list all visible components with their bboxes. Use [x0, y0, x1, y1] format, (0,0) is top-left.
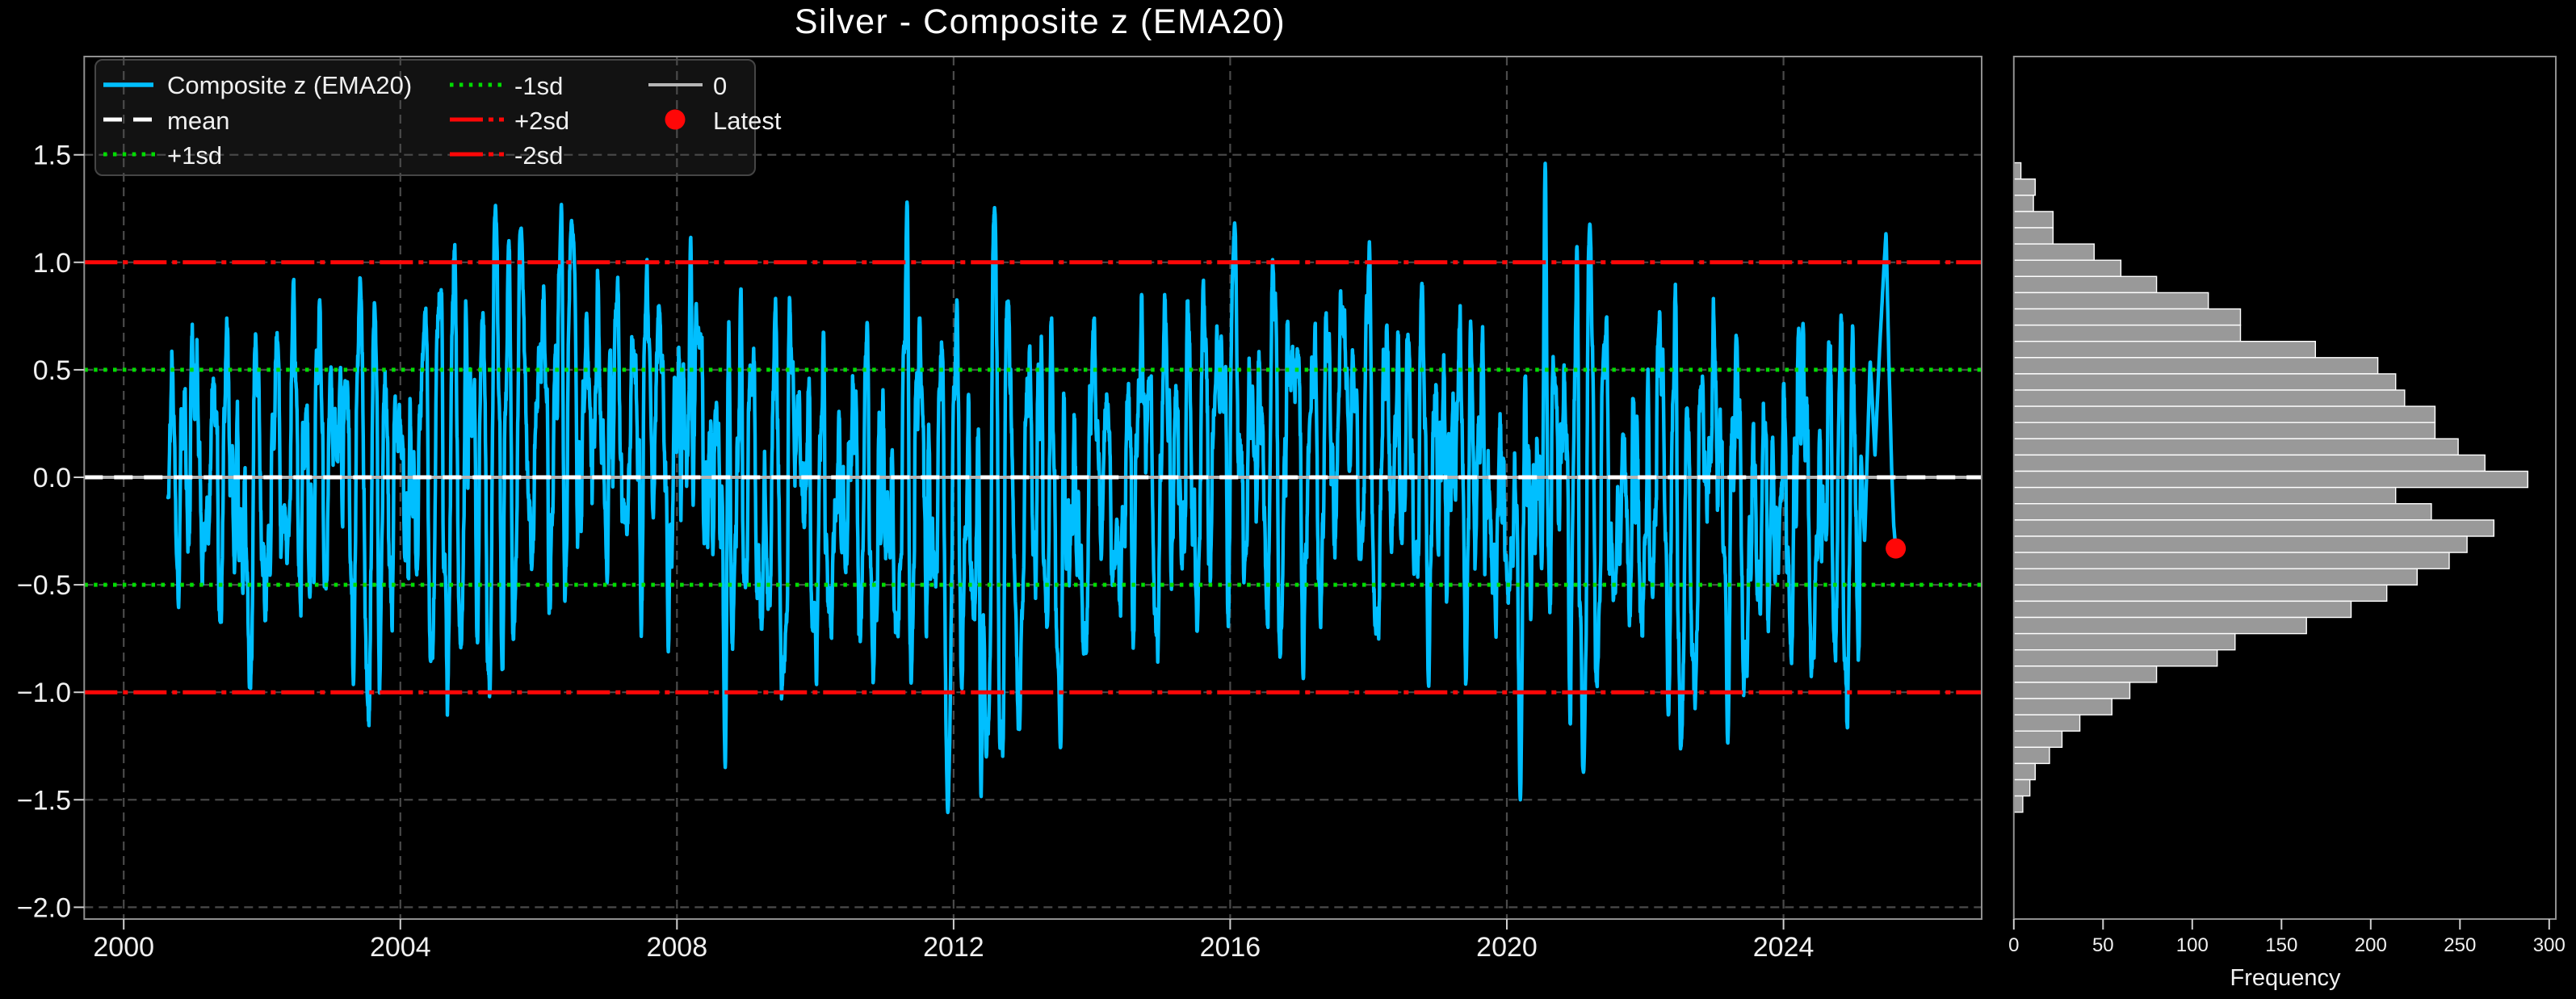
svg-text:0.5: 0.5: [33, 355, 71, 386]
svg-text:−0.5: −0.5: [17, 570, 71, 601]
svg-text:2004: 2004: [370, 932, 431, 963]
svg-text:0: 0: [2008, 934, 2019, 956]
svg-text:50: 50: [2092, 934, 2114, 956]
svg-text:2016: 2016: [1200, 932, 1261, 963]
svg-text:1.5: 1.5: [33, 141, 71, 171]
svg-text:−1.5: −1.5: [17, 785, 71, 816]
svg-text:2024: 2024: [1753, 932, 1815, 963]
svg-text:Latest: Latest: [713, 107, 782, 135]
svg-text:150: 150: [2265, 934, 2297, 956]
svg-text:-2sd: -2sd: [514, 141, 563, 170]
svg-text:Silver - Composite z (EMA20): Silver - Composite z (EMA20): [795, 2, 1286, 41]
svg-text:100: 100: [2176, 934, 2209, 956]
svg-text:300: 300: [2533, 934, 2566, 956]
svg-text:mean: mean: [167, 107, 230, 135]
svg-text:-1sd: -1sd: [514, 72, 563, 100]
svg-text:2008: 2008: [646, 932, 707, 963]
svg-text:1.0: 1.0: [33, 248, 71, 279]
svg-text:2012: 2012: [923, 932, 984, 963]
svg-text:0: 0: [713, 72, 727, 100]
svg-text:+2sd: +2sd: [514, 107, 569, 135]
svg-text:200: 200: [2355, 934, 2387, 956]
svg-text:250: 250: [2444, 934, 2476, 956]
svg-text:Frequency: Frequency: [2230, 965, 2341, 991]
svg-text:2020: 2020: [1476, 932, 1538, 963]
svg-text:+1sd: +1sd: [167, 141, 222, 170]
svg-text:Composite z (EMA20): Composite z (EMA20): [167, 71, 412, 99]
svg-text:−2.0: −2.0: [17, 892, 71, 923]
svg-text:−1.0: −1.0: [17, 678, 71, 708]
svg-text:2000: 2000: [93, 932, 154, 963]
svg-text:0.0: 0.0: [33, 463, 71, 493]
